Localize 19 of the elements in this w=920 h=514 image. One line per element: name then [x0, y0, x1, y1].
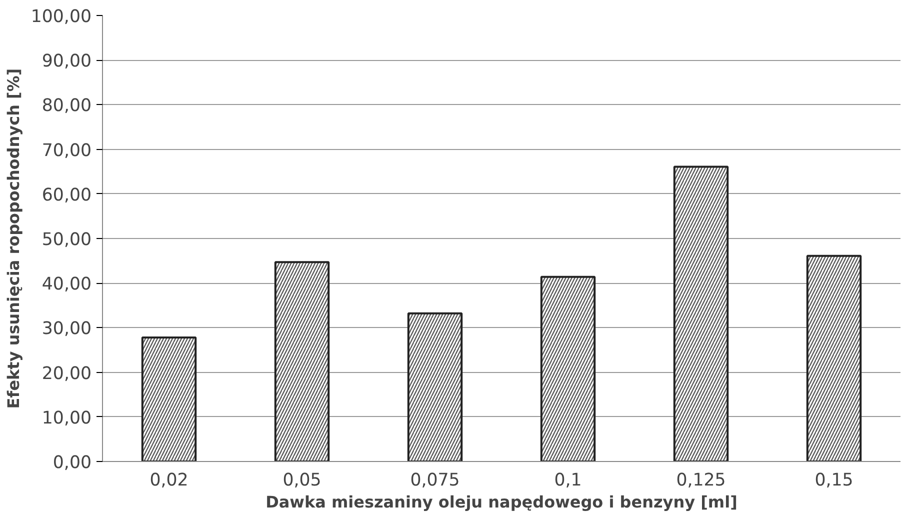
- y-tick-label: 0,00: [52, 453, 92, 473]
- x-axis-title: Dawka mieszaniny oleju napędowego i benzyny [ml]: [266, 492, 738, 512]
- x-tick-label: 0,125: [676, 470, 726, 490]
- x-tick-label: 0,1: [554, 470, 582, 490]
- y-axis-title: Efekty usunięcia ropopochodnych [%]: [4, 68, 23, 409]
- y-tick-label: 40,00: [42, 274, 92, 295]
- y-tick-label: 20,00: [42, 364, 92, 384]
- y-tick-label: 80,00: [42, 96, 92, 116]
- x-tick-label: 0,05: [282, 470, 322, 490]
- y-tick-label: 60,00: [42, 185, 92, 206]
- y-tick-label: 50,00: [42, 230, 92, 250]
- x-tick-label: 0,075: [410, 470, 460, 490]
- y-tick-label: 90,00: [42, 52, 92, 72]
- y-tick-label: 100,00: [30, 7, 92, 27]
- y-tick-label: 10,00: [42, 408, 92, 428]
- x-tick-label: 0,15: [814, 470, 854, 490]
- x-tick-label: 0,02: [150, 470, 188, 490]
- y-tick-label: 70,00: [42, 140, 92, 161]
- y-tick-label: 30,00: [42, 319, 92, 340]
